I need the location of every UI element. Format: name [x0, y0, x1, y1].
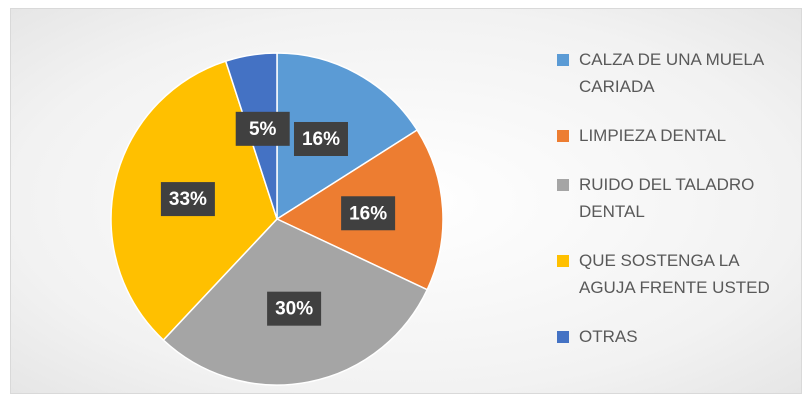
legend-item: RUIDO DEL TALADRO DENTAL: [557, 171, 797, 225]
legend-swatch: [557, 54, 569, 66]
legend-swatch: [557, 255, 569, 267]
legend-label: OTRAS: [579, 327, 638, 346]
legend-swatch: [557, 130, 569, 142]
legend-item: LIMPIEZA DENTAL: [557, 122, 797, 149]
legend-item: QUE SOSTENGA LA AGUJA FRENTE USTED: [557, 247, 797, 301]
data-label: 16%: [302, 129, 340, 150]
data-label: 5%: [249, 119, 277, 140]
legend-label: CALZA DE UNA MUELA CARIADA: [579, 50, 764, 96]
data-label: 33%: [169, 189, 207, 210]
legend-item: CALZA DE UNA MUELA CARIADA: [557, 46, 797, 100]
data-label-box: [341, 196, 396, 231]
data-label-box: [267, 291, 322, 326]
data-label-box: [160, 182, 215, 217]
legend-swatch: [557, 331, 569, 343]
data-label: 16%: [349, 203, 387, 224]
data-label-box: [235, 111, 290, 146]
legend-swatch: [557, 179, 569, 191]
legend: CALZA DE UNA MUELA CARIADA LIMPIEZA DENTA…: [557, 46, 797, 372]
legend-label: LIMPIEZA DENTAL: [579, 126, 727, 145]
legend-item: OTRAS: [557, 323, 797, 350]
legend-label: RUIDO DEL TALADRO DENTAL: [579, 175, 755, 221]
data-label-box: [293, 121, 348, 156]
data-label: 30%: [275, 299, 313, 320]
legend-label: QUE SOSTENGA LA AGUJA FRENTE USTED: [579, 251, 770, 297]
